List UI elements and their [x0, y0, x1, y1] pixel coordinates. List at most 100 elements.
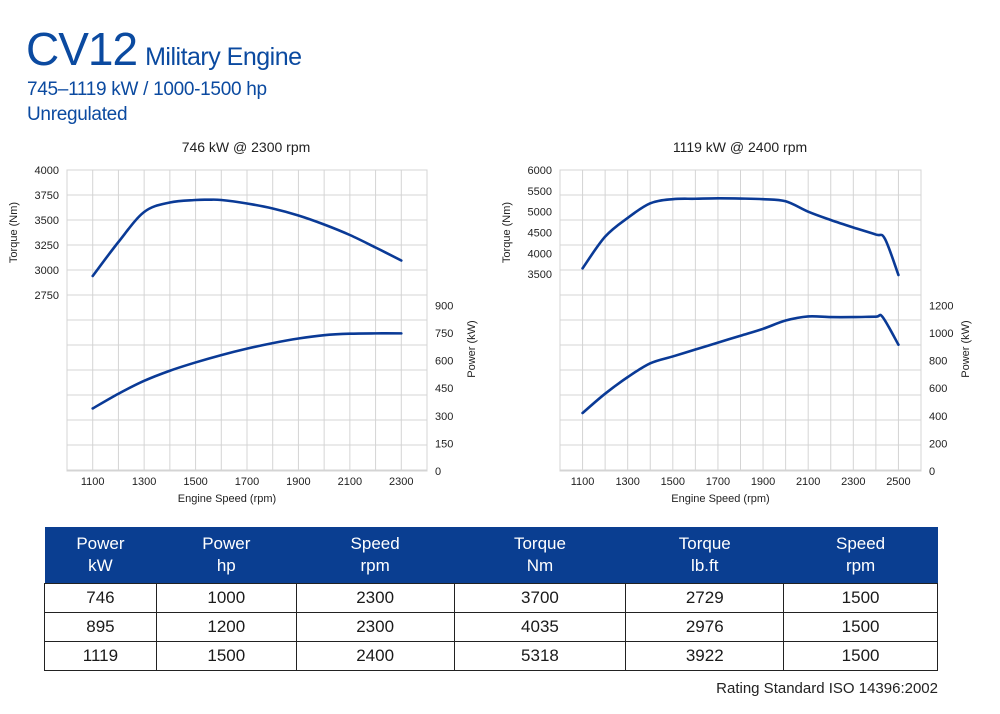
table-cell: 1500 [155, 641, 297, 671]
torque-tick-label: 5500 [528, 186, 552, 198]
column-header-line: rpm [845, 556, 876, 575]
torque-tick-label: 6000 [528, 165, 552, 177]
power-tick-label: 0 [929, 466, 935, 478]
column-header-line: Power [202, 534, 251, 553]
table-cell: 2729 [625, 583, 785, 613]
torque-tick-label: 5000 [528, 207, 552, 219]
power-tick-label: 600 [435, 356, 453, 368]
x-tick-label: 1300 [132, 476, 156, 488]
table-body: 746 1000 2300 3700 2729 1500 895 1200 2300 4035 29… [44, 583, 938, 671]
torque-tick-label: 4000 [35, 165, 59, 177]
column-header-line: Speed [835, 534, 886, 553]
power-range: 745–1119 kW / 1000-1500 hp [27, 79, 267, 100]
table-header-row: Power kW Power hp Speed rpm Torque Nm Torque lb.f… [44, 527, 938, 584]
column-header: Power hp [156, 527, 297, 584]
table-row: 746 1000 2300 3700 2729 1500 [44, 583, 938, 613]
power-tick-label: 1000 [929, 328, 953, 340]
torque-curve [91, 198, 403, 278]
torque-tick-label: 3500 [35, 215, 59, 227]
column-header: Power kW [44, 527, 157, 584]
table-cell: 2300 [295, 612, 455, 642]
x-tick-label: 1500 [183, 476, 207, 488]
table-cell: 2400 [295, 641, 455, 671]
table-cell: 2300 [295, 583, 455, 613]
torque-tick-label: 2750 [35, 290, 59, 302]
column-header-line: kW [88, 556, 113, 575]
column-header-line: Nm [526, 556, 554, 575]
table-cell: 1119 [44, 641, 157, 671]
column-header-line: Speed [350, 534, 400, 553]
table-row: 895 1200 2300 4035 2976 1500 [44, 612, 938, 642]
x-tick-label: 2300 [389, 476, 413, 488]
column-header-line: Power [76, 534, 125, 553]
power-tick-label: 200 [929, 438, 947, 450]
table-cell: 5318 [453, 641, 627, 671]
table-cell: 4035 [453, 612, 627, 642]
chart-title: 1119 kW @ 2400 rpm [673, 139, 807, 155]
power-tick-label: 750 [435, 328, 453, 340]
column-header: Torque Nm [454, 527, 626, 584]
power-tick-label: 900 [435, 300, 453, 312]
torque-tick-label: 4500 [528, 228, 552, 240]
torque-tick-label: 4000 [528, 248, 552, 260]
column-header: Speed rpm [783, 527, 938, 584]
power-curve [91, 332, 403, 410]
x-axis-label: Engine Speed (rpm) [178, 493, 276, 505]
torque-tick-label: 3750 [35, 190, 59, 202]
x-tick-label: 1100 [81, 476, 105, 488]
table-cell: 1200 [155, 612, 297, 642]
emissions-label: Unregulated [27, 104, 128, 125]
x-tick-label: 2100 [796, 476, 820, 488]
column-header-line: rpm [360, 556, 390, 575]
x-tick-label: 1700 [706, 476, 730, 488]
rating-standard: Rating Standard ISO 14396:2002 [716, 680, 938, 697]
column-header-line: lb.ft [691, 556, 719, 575]
column-header-line: Torque [513, 534, 566, 553]
column-header-line: Torque [678, 534, 731, 553]
power-tick-label: 0 [435, 466, 441, 478]
chart-title: 746 kW @ 2300 rpm [182, 139, 311, 155]
x-axis-label: Engine Speed (rpm) [671, 493, 769, 505]
table-row: 1119 1500 2400 5318 3922 1500 [44, 641, 938, 671]
power-tick-label: 150 [435, 438, 453, 450]
column-header-line: hp [216, 556, 236, 575]
x-tick-label: 1700 [235, 476, 259, 488]
x-tick-label: 1900 [286, 476, 310, 488]
torque-tick-label: 3500 [528, 269, 552, 281]
spec-table: Power kW Power hp Speed rpm Torque Nm Torque lb.f… [44, 527, 938, 671]
table-cell: 895 [44, 612, 157, 642]
table-cell: 1000 [155, 583, 297, 613]
page-header: CV12 Military Engine [26, 22, 302, 76]
x-tick-label: 2500 [886, 476, 910, 488]
x-tick-label: 2300 [841, 476, 865, 488]
table-cell: 3922 [625, 641, 785, 671]
column-header: Speed rpm [296, 527, 455, 584]
x-tick-label: 1100 [571, 476, 595, 488]
table-cell: 2976 [625, 612, 785, 642]
torque-tick-label: 3000 [35, 265, 59, 277]
x-tick-label: 1500 [661, 476, 685, 488]
power-tick-label: 600 [929, 383, 947, 395]
x-tick-label: 2100 [338, 476, 362, 488]
power-tick-label: 450 [435, 383, 453, 395]
power-tick-label: 1200 [929, 300, 953, 312]
torque-axis-label: Torque (Nm) [8, 202, 20, 263]
table-cell: 746 [44, 583, 157, 613]
model-name: CV12 [26, 23, 138, 75]
torque-curve [581, 197, 900, 277]
x-tick-label: 1300 [615, 476, 639, 488]
power-axis-label: Power (kW) [960, 320, 972, 377]
model-subtitle: Military Engine [145, 43, 302, 71]
power-tick-label: 800 [929, 356, 947, 368]
table-cell: 1500 [783, 583, 938, 613]
power-tick-label: 400 [929, 411, 947, 423]
table-cell: 1500 [783, 641, 938, 671]
power-axis-label: Power (kW) [466, 320, 478, 377]
column-header: Torque lb.ft [625, 527, 784, 584]
power-curve [581, 313, 900, 415]
torque-tick-label: 3250 [35, 240, 59, 252]
table-cell: 1500 [783, 612, 938, 642]
power-tick-label: 300 [435, 411, 453, 423]
table-cell: 3700 [453, 583, 627, 613]
